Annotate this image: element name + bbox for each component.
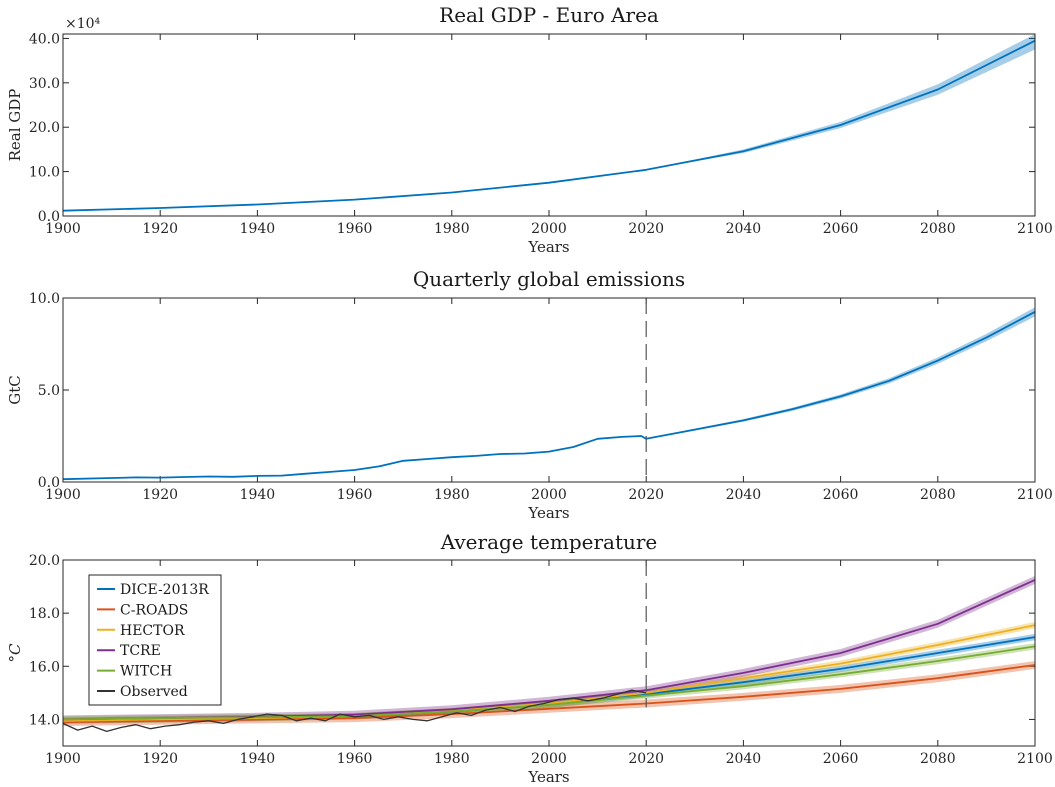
x-tick-label: 2100 [1017, 751, 1053, 767]
x-tick-label: 1980 [434, 487, 470, 503]
chart-panel-1: Real GDP - Euro Area ×10⁴ Years Real GDP 190… [6, 3, 1053, 256]
x-tick-label: 2080 [920, 221, 956, 237]
x-tick-label: 2020 [628, 751, 664, 767]
plot-area [63, 575, 1035, 733]
x-tick-label: 2040 [726, 487, 762, 503]
x-axis-label: Years [527, 238, 569, 256]
plot-area [63, 34, 1035, 212]
y-axis-label: °C [6, 643, 24, 663]
chart-panel-3: Average temperature Years °C 1900 1920 1940 19… [6, 530, 1053, 786]
axes-frame [62, 33, 1036, 217]
x-tick-label: 2000 [531, 751, 567, 767]
x-tick-label: 1900 [45, 487, 81, 503]
x-tick-label: 2100 [1017, 221, 1053, 237]
legend-entry-label: C-ROADS [120, 602, 188, 618]
chart-title: Quarterly global emissions [413, 267, 685, 291]
axes-frame [62, 297, 1036, 483]
x-axis-label: Years [527, 504, 569, 522]
chart-panel-2: Quarterly global emissions Years GtC 1900 19… [6, 267, 1053, 522]
chart-title: Average temperature [440, 530, 658, 554]
y-axis-multiplier: ×10⁴ [65, 16, 101, 32]
plot-area [63, 307, 1035, 481]
x-tick-label: 2100 [1017, 487, 1053, 503]
y-tick-label: 10.0 [29, 165, 60, 181]
x-tick-label: 1960 [337, 487, 373, 503]
legend-entry-label: Observed [120, 684, 188, 700]
series-band-main [63, 307, 1035, 480]
series-band-main [63, 34, 1035, 211]
x-tick-label: 1920 [142, 221, 178, 237]
x-tick-label: 2020 [628, 487, 664, 503]
x-tick-label: 1980 [434, 221, 470, 237]
legend-entry-label: WITCH [120, 664, 172, 680]
y-tick-label: 10.0 [29, 291, 60, 307]
series-line-observed [63, 689, 647, 733]
chart-title: Real GDP - Euro Area [439, 3, 659, 27]
legend: DICE-2013R C-ROADS HECTOR TCRE WITCH Observed [88, 574, 222, 706]
y-tick-label: 5.0 [38, 383, 60, 399]
y-tick-label: 14.0 [29, 712, 60, 728]
series-band-witch [63, 643, 1035, 723]
x-tick-label: 1920 [142, 751, 178, 767]
y-tick-label: 20.0 [29, 553, 60, 569]
x-tick-label: 1900 [45, 221, 81, 237]
axes-frame [62, 559, 1036, 747]
x-tick-label: 2000 [531, 487, 567, 503]
series-line-witch [63, 645, 1035, 721]
y-tick-label: 16.0 [29, 659, 60, 675]
legend-entry-label: DICE-2013R [120, 582, 209, 598]
x-tick-label: 1960 [337, 221, 373, 237]
series-line-main [63, 39, 1035, 212]
x-tick-label: 2080 [920, 751, 956, 767]
x-tick-label: 1960 [337, 751, 373, 767]
series-band-dice-2013r [63, 633, 1035, 724]
x-tick-label: 2040 [726, 751, 762, 767]
x-tick-label: 2000 [531, 221, 567, 237]
series-line-main [63, 311, 1035, 481]
series-line-hector [63, 624, 1035, 722]
y-tick-label: 0.0 [38, 209, 60, 225]
legend-entry-label: HECTOR [120, 623, 185, 639]
series-line-c-roads [63, 664, 1035, 723]
y-tick-label: 30.0 [29, 76, 60, 92]
y-tick-label: 0.0 [38, 475, 60, 491]
x-axis-label: Years [527, 768, 569, 786]
x-tick-label: 2020 [628, 221, 664, 237]
series-band-tcre [63, 575, 1035, 724]
y-tick-label: 18.0 [29, 606, 60, 622]
x-tick-label: 2080 [920, 487, 956, 503]
x-tick-label: 2060 [823, 751, 859, 767]
legend-entry-label: TCRE [120, 643, 161, 659]
x-tick-label: 1920 [142, 487, 178, 503]
x-tick-label: 1900 [45, 751, 81, 767]
x-tick-label: 1940 [240, 487, 276, 503]
x-tick-label: 1980 [434, 751, 470, 767]
x-tick-label: 2040 [726, 221, 762, 237]
y-tick-label: 20.0 [29, 120, 60, 136]
x-tick-label: 2060 [823, 487, 859, 503]
x-tick-label: 1940 [240, 751, 276, 767]
y-tick-label: 40.0 [29, 31, 60, 47]
x-tick-label: 2060 [823, 221, 859, 237]
y-axis-label: Real GDP [6, 89, 24, 162]
y-axis-label: GtC [6, 375, 24, 405]
x-tick-label: 1940 [240, 221, 276, 237]
